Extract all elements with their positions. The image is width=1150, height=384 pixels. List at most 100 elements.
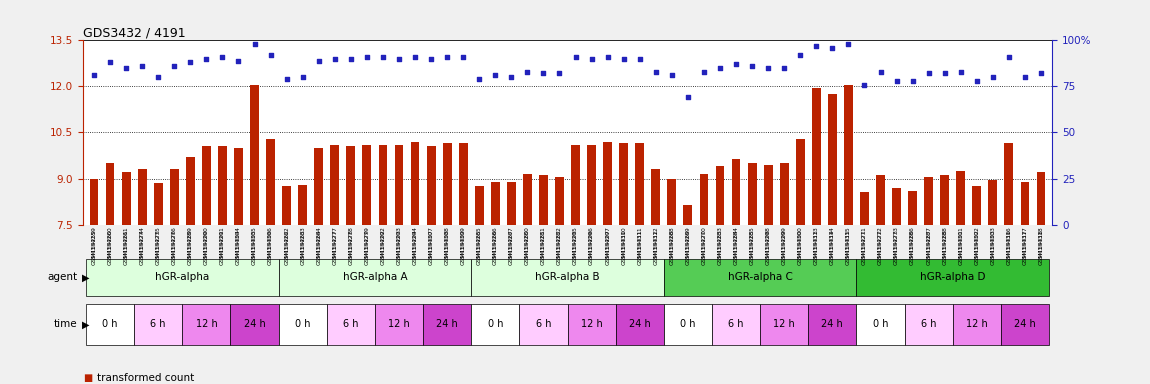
Text: GSM154284: GSM154284: [734, 230, 738, 265]
Bar: [472, 304, 520, 345]
Bar: [86, 259, 278, 296]
Text: GSM154287: GSM154287: [926, 230, 932, 265]
Bar: [808, 304, 857, 345]
Bar: [892, 188, 900, 225]
Point: [951, 69, 969, 75]
Bar: [314, 148, 323, 225]
Bar: [857, 304, 905, 345]
Point: [1032, 70, 1050, 76]
Text: ■: ■: [83, 373, 92, 383]
Text: GSM154282: GSM154282: [557, 230, 562, 265]
Point: [983, 74, 1002, 80]
Bar: [615, 304, 664, 345]
Text: GSM154293: GSM154293: [397, 230, 401, 265]
Text: GSM154308: GSM154308: [445, 230, 450, 265]
Bar: [572, 145, 580, 225]
Point: [759, 65, 777, 71]
Text: GSM154267: GSM154267: [508, 230, 514, 265]
Bar: [989, 180, 997, 225]
Bar: [523, 174, 531, 225]
Bar: [154, 183, 162, 225]
Bar: [278, 304, 327, 345]
Text: GSM154261: GSM154261: [124, 230, 129, 265]
Point: [888, 78, 906, 84]
Bar: [925, 177, 933, 225]
Bar: [423, 304, 471, 345]
Bar: [635, 143, 644, 225]
Bar: [952, 304, 1000, 345]
Text: GSM154313: GSM154313: [814, 230, 819, 265]
Bar: [298, 185, 307, 225]
Text: 24 h: 24 h: [244, 319, 266, 329]
Bar: [555, 177, 563, 225]
Bar: [651, 169, 660, 225]
Text: GSM154289: GSM154289: [187, 230, 193, 265]
Bar: [491, 182, 500, 225]
Bar: [330, 145, 339, 225]
Text: 0 h: 0 h: [294, 319, 311, 329]
Text: GSM154262: GSM154262: [284, 230, 289, 265]
Point: [422, 56, 440, 62]
Text: transformed count: transformed count: [97, 373, 194, 383]
Bar: [472, 259, 664, 296]
Bar: [715, 166, 724, 225]
Point: [117, 65, 136, 71]
Bar: [828, 94, 837, 225]
Bar: [235, 148, 243, 225]
Text: GSM154274: GSM154274: [139, 230, 145, 265]
Bar: [378, 145, 388, 225]
Bar: [282, 186, 291, 225]
Point: [358, 54, 376, 60]
Point: [662, 72, 681, 78]
Text: 6 h: 6 h: [536, 319, 551, 329]
Bar: [876, 175, 884, 225]
Text: ▶: ▶: [82, 272, 90, 283]
Bar: [604, 142, 612, 225]
Point: [840, 41, 858, 47]
Text: GSM154286: GSM154286: [910, 230, 915, 265]
Point: [582, 56, 600, 62]
Point: [743, 63, 761, 69]
Text: 6 h: 6 h: [343, 319, 359, 329]
Text: 12 h: 12 h: [773, 319, 795, 329]
Text: GSM154264: GSM154264: [316, 230, 321, 265]
Text: GSM154275: GSM154275: [155, 230, 161, 265]
Bar: [748, 163, 757, 225]
Text: GSM154260: GSM154260: [108, 230, 113, 265]
Point: [133, 63, 152, 69]
Text: GSM154294: GSM154294: [413, 230, 417, 265]
Bar: [186, 157, 194, 225]
Point: [775, 65, 793, 71]
Bar: [796, 139, 805, 225]
Bar: [664, 304, 712, 345]
Text: hGR-alpha C: hGR-alpha C: [728, 271, 792, 281]
Point: [646, 69, 665, 75]
Point: [678, 94, 697, 101]
Text: GSM154288: GSM154288: [942, 230, 948, 265]
Point: [182, 60, 200, 66]
Point: [823, 45, 842, 51]
Bar: [699, 174, 708, 225]
Text: 0 h: 0 h: [873, 319, 888, 329]
Point: [614, 56, 632, 62]
Point: [551, 70, 569, 76]
Bar: [122, 172, 131, 225]
Text: GSM154316: GSM154316: [1006, 230, 1011, 265]
Text: GSM154291: GSM154291: [220, 230, 225, 265]
Text: GSM154271: GSM154271: [862, 230, 867, 265]
Point: [872, 69, 890, 75]
Text: GSM154292: GSM154292: [381, 230, 385, 265]
Text: GSM154303: GSM154303: [990, 230, 996, 265]
Bar: [812, 88, 821, 225]
Text: hGR-alpha D: hGR-alpha D: [920, 271, 986, 281]
Bar: [1036, 172, 1045, 225]
Text: GSM154297: GSM154297: [605, 230, 611, 265]
Point: [261, 52, 279, 58]
Point: [101, 60, 120, 66]
Text: GSM154272: GSM154272: [877, 230, 883, 265]
Bar: [683, 205, 692, 225]
Text: GSM154310: GSM154310: [621, 230, 627, 265]
Bar: [844, 85, 853, 225]
Text: 6 h: 6 h: [728, 319, 744, 329]
Point: [85, 72, 104, 78]
